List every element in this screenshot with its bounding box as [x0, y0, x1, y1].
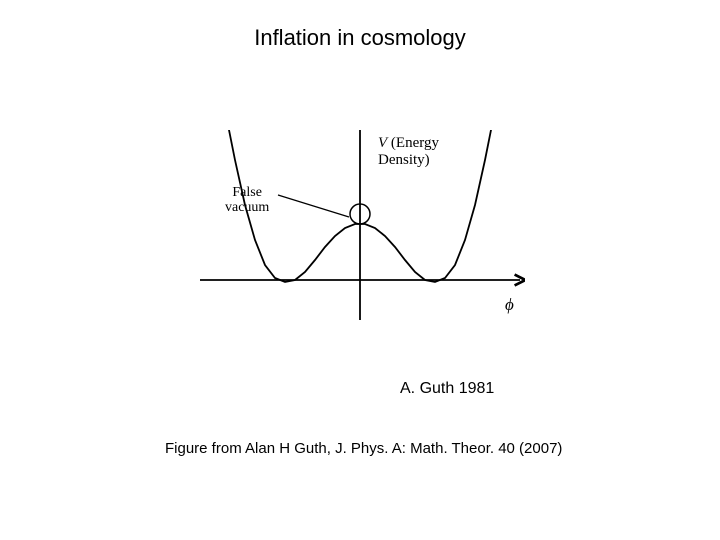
- diagram-svg: [195, 130, 525, 350]
- citation-text: Figure from Alan H Guth, J. Phys. A: Mat…: [165, 440, 562, 457]
- potential-diagram: False vacuum V (Energy Density) ϕ: [195, 130, 525, 350]
- diagram-group: [200, 130, 520, 320]
- x-axis-label: ϕ: [505, 295, 514, 315]
- y-axis-label: V (Energy Density): [378, 135, 439, 169]
- attribution-text: A. Guth 1981: [400, 380, 494, 398]
- false-vacuum-label: False vacuum: [225, 185, 269, 216]
- page-title: Inflation in cosmology: [0, 25, 720, 51]
